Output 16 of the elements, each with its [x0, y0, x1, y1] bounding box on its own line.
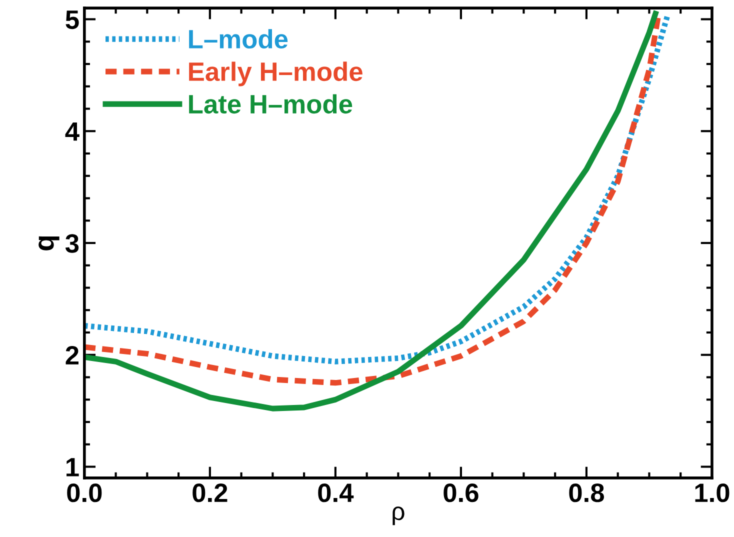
x-tick-label: 0.0: [67, 483, 102, 502]
x-tick-label: 0.6: [444, 483, 478, 502]
y-tick-label: 1: [66, 458, 79, 476]
y-tick-label: 5: [66, 10, 79, 30]
y-axis-title: q: [38, 236, 60, 250]
legend-label: Early H–mode: [189, 62, 362, 86]
x-tick-label: 0.8: [569, 483, 604, 502]
y-tick-label: 4: [65, 122, 80, 141]
legend-label: L–mode: [189, 29, 288, 49]
x-tick-label: 1.0: [695, 483, 730, 502]
y-tick-label: 3: [65, 234, 79, 253]
x-tick-label: 0.2: [192, 483, 228, 502]
y-tick-label: 2: [66, 346, 78, 364]
x-tick-label: 0.4: [318, 483, 354, 502]
legend-label: Late H–mode: [189, 94, 352, 114]
x-axis-title: ρ: [392, 506, 404, 526]
